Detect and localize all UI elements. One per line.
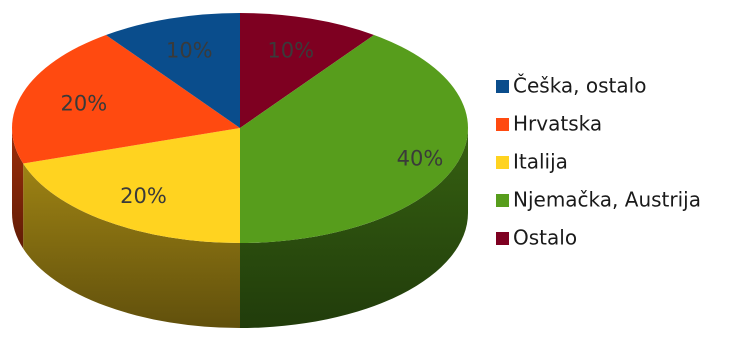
slice-njemacka-austrija xyxy=(240,34,468,244)
legend-label-hrvatska: Hrvatska xyxy=(513,112,602,136)
slice-label-ostalo: 10% xyxy=(267,38,314,62)
slice-label-njemacka-austrija: 40% xyxy=(397,147,444,171)
legend-label-njemacka-austrija: Njemačka, Austrija xyxy=(513,188,701,212)
legend-swatch-ceska-ostalo xyxy=(496,80,509,93)
legend-swatch-njemacka-austrija xyxy=(496,194,509,207)
slice-label-hrvatska: 20% xyxy=(61,91,108,115)
slice-hrvatska xyxy=(11,34,240,164)
legend-label-ceska-ostalo: Češka, ostalo xyxy=(513,74,646,98)
legend-swatch-italija xyxy=(496,156,509,169)
slice-ceska-ostalo xyxy=(105,13,241,128)
pie-sides xyxy=(12,128,468,328)
legend-swatch-ostalo xyxy=(496,232,509,245)
legend-label-ostalo: Ostalo xyxy=(513,226,577,250)
slice-side-njemacka-austrija xyxy=(240,128,468,328)
slice-labels: 10% 40% 20% 20% 10% xyxy=(61,38,444,208)
slice-side-hrvatska xyxy=(12,128,24,249)
slice-label-italija: 20% xyxy=(120,184,167,208)
pie-slices xyxy=(11,13,468,244)
slice-side-italija xyxy=(23,163,240,328)
legend-label-italija: Italija xyxy=(513,150,568,174)
legend-swatch-hrvatska xyxy=(496,118,509,131)
slice-italija xyxy=(23,128,240,243)
slice-ostalo xyxy=(240,13,375,128)
legend: Češka, ostalo Hrvatska Italija Njemačka, Au… xyxy=(496,74,701,250)
slice-label-ceska-ostalo: 10% xyxy=(166,38,213,62)
